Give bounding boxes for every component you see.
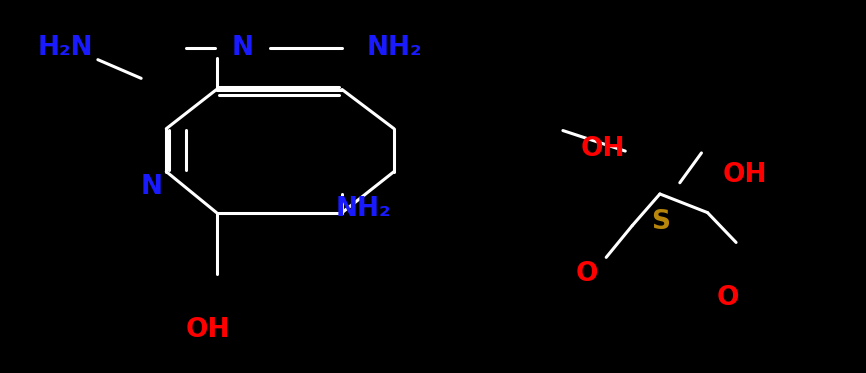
Text: OH: OH bbox=[723, 162, 767, 188]
Text: OH: OH bbox=[580, 136, 624, 162]
Text: H₂N: H₂N bbox=[37, 35, 93, 62]
Text: S: S bbox=[651, 209, 670, 235]
Text: O: O bbox=[576, 261, 598, 287]
Text: NH₂: NH₂ bbox=[366, 35, 422, 62]
Text: N: N bbox=[231, 35, 254, 62]
Text: OH: OH bbox=[185, 317, 230, 343]
Text: N: N bbox=[140, 173, 163, 200]
Text: O: O bbox=[716, 285, 739, 311]
Text: NH₂: NH₂ bbox=[336, 196, 391, 222]
